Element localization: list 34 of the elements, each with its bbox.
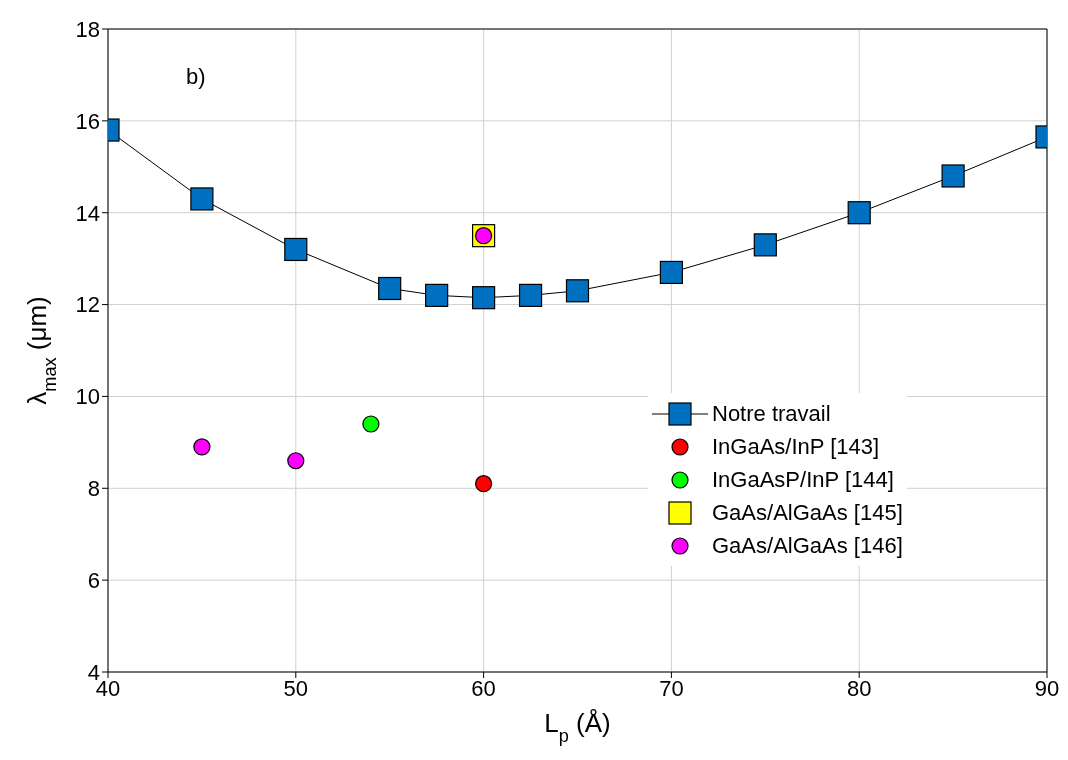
x-tick-label: 90: [1034, 675, 1060, 701]
legend-label: GaAs/AlGaAs [145]: [712, 499, 903, 526]
point: [190, 187, 214, 211]
point: [659, 260, 683, 285]
point: [518, 283, 543, 307]
x-tick-label: 70: [659, 675, 684, 701]
point: [847, 201, 871, 225]
y-tick-label: 14: [75, 200, 100, 226]
y-tick-label: 18: [75, 16, 100, 42]
x-tick-label: 50: [283, 675, 309, 701]
point: [287, 452, 305, 470]
x-tick-label: 60: [471, 675, 496, 701]
point: [472, 286, 496, 310]
point: [565, 279, 590, 303]
point: [425, 283, 449, 307]
y-tick-label: 6: [87, 567, 100, 593]
y-tick-label: 16: [75, 108, 100, 134]
legend-label: InGaAsP/InP [144]: [712, 466, 894, 493]
y-tick-label: 8: [87, 476, 100, 502]
legend-label: InGaAs/InP [143]: [712, 433, 880, 460]
legend-label: GaAs/AlGaAs [146]: [712, 532, 903, 559]
point: [378, 276, 402, 301]
point: [362, 415, 380, 433]
y-tick-label: 10: [75, 384, 100, 410]
point: [193, 438, 211, 456]
legend-label: Notre travail: [712, 400, 831, 427]
point: [284, 237, 308, 262]
point: [753, 233, 777, 257]
annotation: b): [186, 64, 206, 90]
point: [941, 164, 965, 188]
point: [475, 475, 493, 493]
y-tick-label: 12: [75, 292, 100, 318]
x-axis-title: L$_{p}$ (Å): [544, 708, 611, 746]
x-tick-label: 80: [846, 675, 872, 701]
